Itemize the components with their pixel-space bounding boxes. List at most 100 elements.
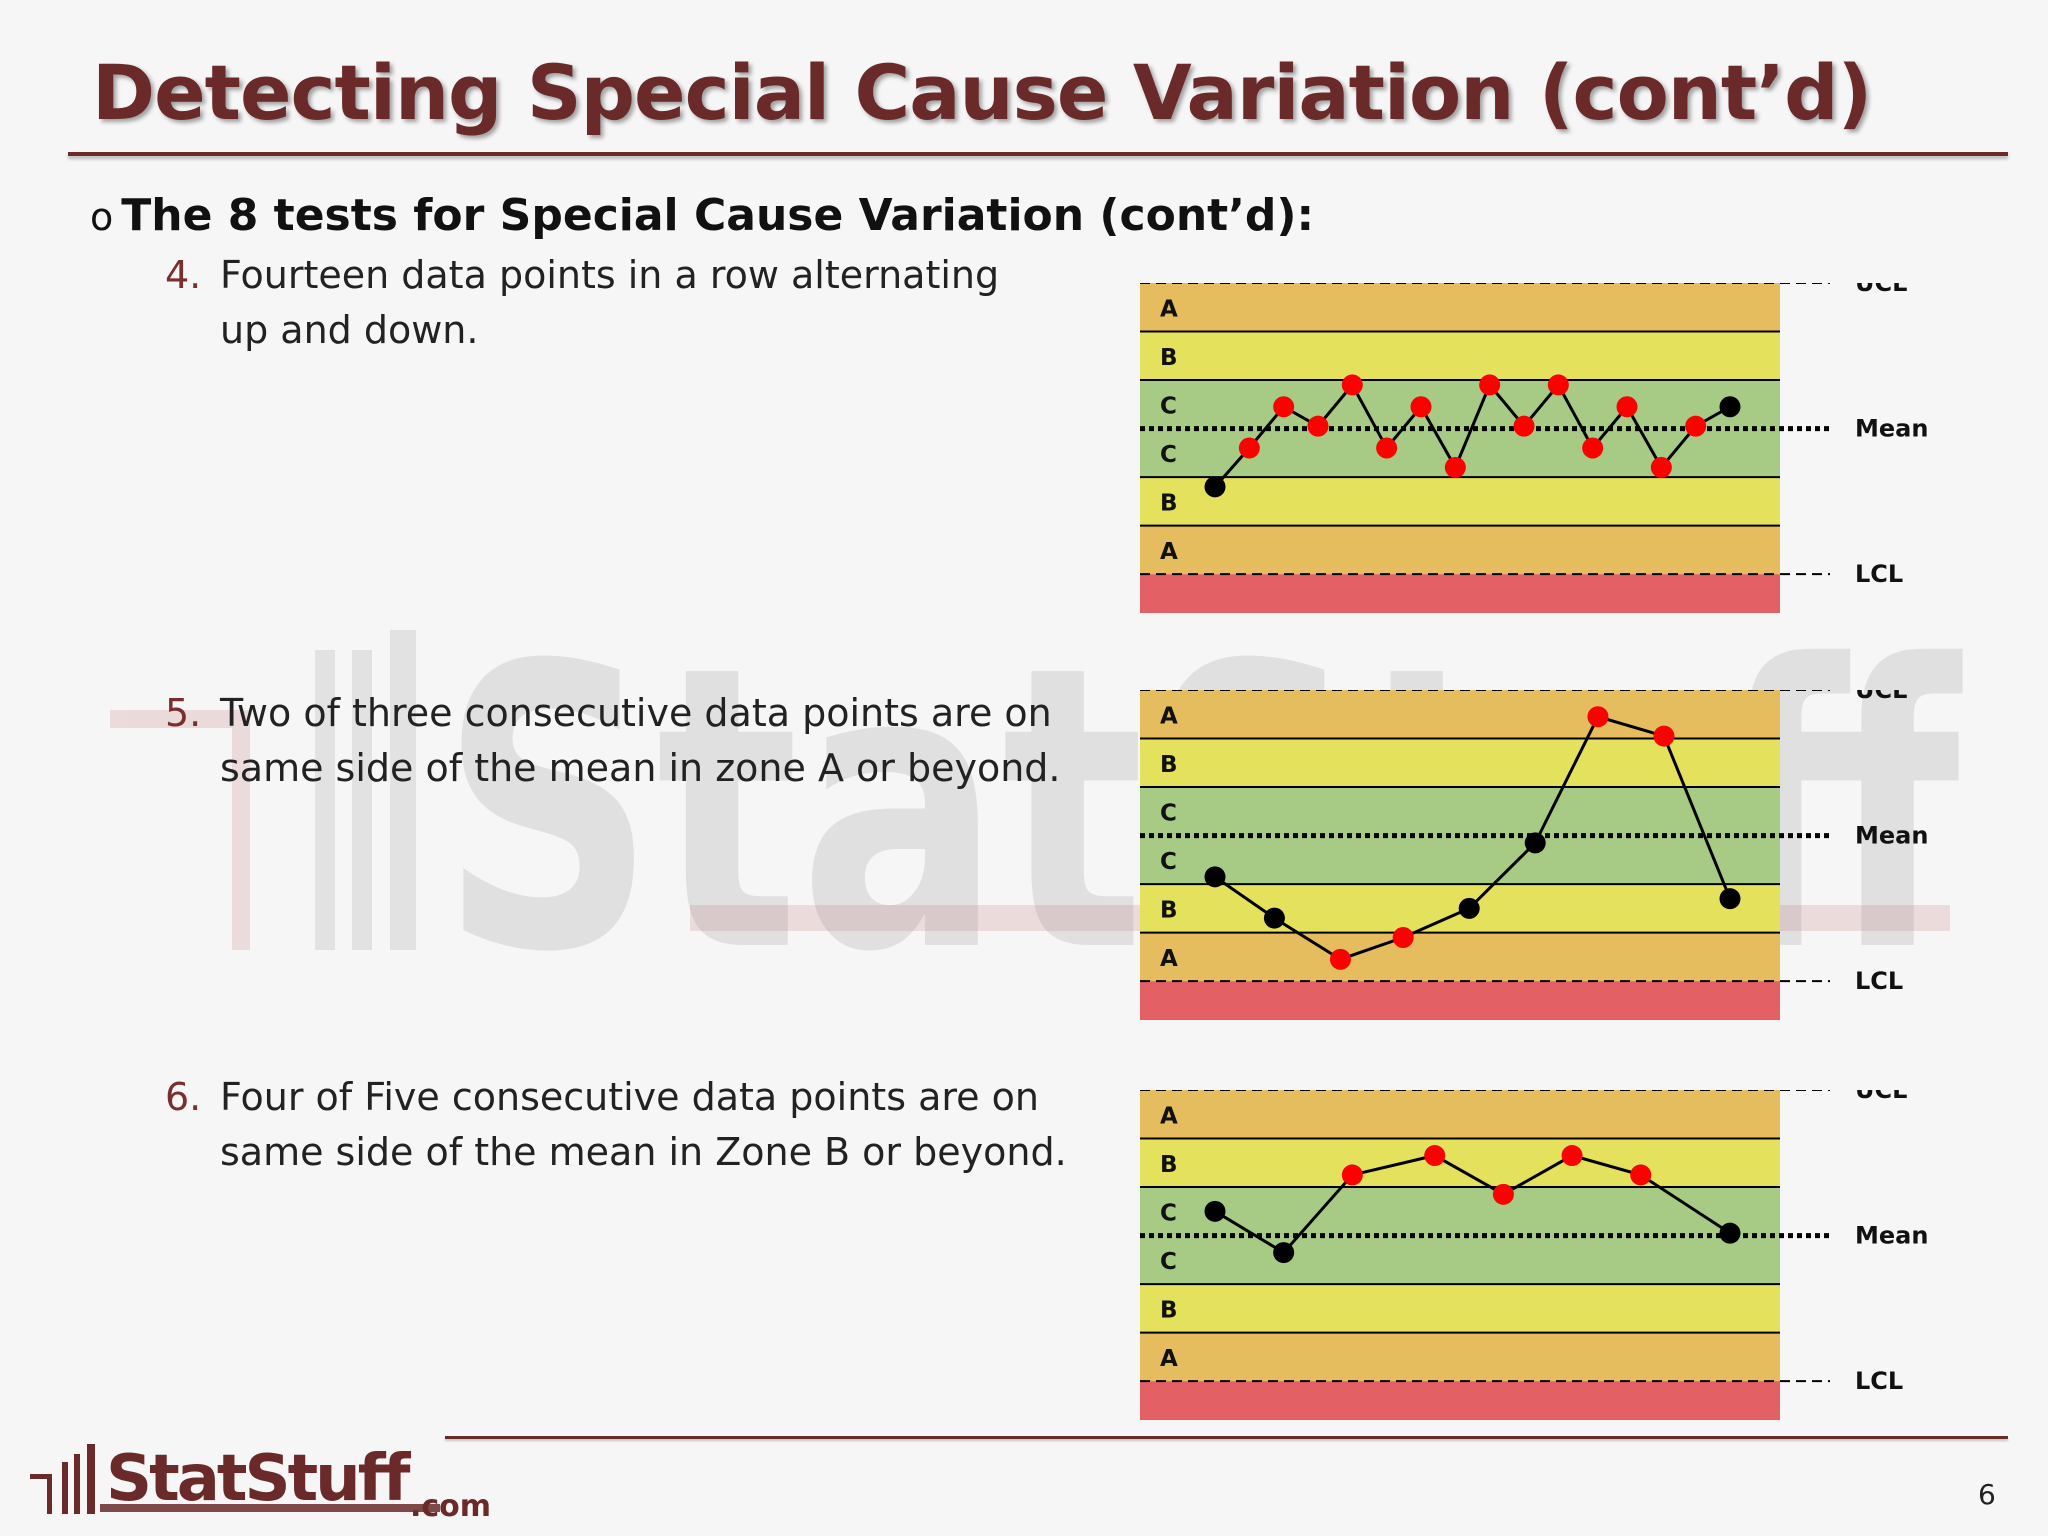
data-point <box>1204 1200 1226 1222</box>
zone-b-upper <box>1140 331 1780 381</box>
bullet-text: The 8 tests for Special Cause Variation … <box>121 190 1315 241</box>
flagged-data-point <box>1341 1164 1363 1186</box>
logo-com: .com <box>410 1489 491 1522</box>
flagged-data-point <box>1238 437 1260 459</box>
flagged-data-point <box>1685 415 1707 437</box>
flagged-data-point <box>1444 456 1466 478</box>
data-point <box>1524 832 1546 854</box>
logo-stuff: Stuff <box>244 1442 411 1516</box>
zone-beyond-lower <box>1140 1381 1780 1420</box>
rule-line-2: same side of the mean in zone A or beyon… <box>220 746 1061 790</box>
zone-b-lower <box>1140 477 1780 526</box>
rule-line-1: Four of Five consecutive data points are… <box>220 1075 1039 1119</box>
flagged-data-point <box>1547 374 1569 396</box>
zone-a-upper <box>1140 690 1780 739</box>
rule-item-5: 5. Two of three consecutive data points a… <box>165 686 1061 796</box>
rule-item-4: 4. Fourteen data points in a row alternat… <box>165 248 999 358</box>
flagged-data-point <box>1630 1164 1652 1186</box>
ucl-label: UCL <box>1855 690 1907 704</box>
flagged-data-point <box>1582 437 1604 459</box>
svg-text:StatStuff: StatStuff <box>106 1442 412 1516</box>
flagged-data-point <box>1650 456 1672 478</box>
statstuff-logo: StatStuff .com <box>30 1442 491 1522</box>
data-series-line <box>1213 382 1731 488</box>
footer-divider <box>445 1436 2008 1439</box>
zone-label-b: B <box>1160 1297 1178 1323</box>
rule-item-6: 6. Four of Five consecutive data points a… <box>165 1070 1067 1180</box>
zone-b-upper <box>1140 738 1780 788</box>
mean-label: Mean <box>1855 1222 1928 1250</box>
zone-label-c: C <box>1160 393 1177 419</box>
flagged-data-point <box>1392 927 1414 948</box>
zone-label-c: C <box>1160 800 1177 826</box>
data-point <box>1458 897 1480 919</box>
zone-a-lower <box>1140 932 1780 982</box>
zone-label-b: B <box>1160 1152 1178 1178</box>
rule-number: 4. <box>165 253 202 297</box>
zone-beyond-lower <box>1140 574 1780 613</box>
data-point <box>1719 396 1741 418</box>
zone-label-a: A <box>1160 296 1178 322</box>
bullet-heading: o The 8 tests for Special Cause Variation… <box>90 190 1314 241</box>
data-point <box>1273 1242 1295 1264</box>
data-point <box>1263 907 1285 929</box>
ucl-label: UCL <box>1855 1090 1907 1104</box>
rule-line-2: up and down. <box>220 308 479 352</box>
rule-number: 6. <box>165 1075 202 1119</box>
flagged-data-point <box>1307 415 1329 437</box>
rule-line-2: same side of the mean in Zone B or beyon… <box>220 1130 1067 1174</box>
lcl-label: LCL <box>1855 967 1903 995</box>
zone-label-a: A <box>1160 1103 1178 1129</box>
bullet-marker: o <box>90 195 114 239</box>
flagged-data-point <box>1410 396 1432 418</box>
flagged-data-point <box>1273 396 1295 418</box>
rule-number: 5. <box>165 691 202 735</box>
zone-label-c: C <box>1160 849 1177 875</box>
data-point <box>1204 866 1226 888</box>
lcl-label: LCL <box>1855 1367 1903 1395</box>
zone-label-a: A <box>1160 1346 1178 1372</box>
flagged-data-point <box>1513 415 1535 437</box>
flagged-data-point <box>1341 374 1363 396</box>
data-point <box>1204 476 1226 498</box>
zone-a-lower <box>1140 525 1780 575</box>
logo-stat: Stat <box>106 1442 247 1516</box>
ucl-label: UCL <box>1855 283 1907 297</box>
flagged-data-point <box>1653 725 1675 747</box>
zone-label-b: B <box>1160 490 1178 516</box>
zone-a-upper <box>1140 283 1780 332</box>
rule-line-1: Fourteen data points in a row alternatin… <box>220 253 1000 297</box>
data-series-line <box>1214 1153 1731 1255</box>
zone-label-c: C <box>1160 442 1177 468</box>
page-number: 6 <box>1978 1478 1996 1511</box>
data-point <box>1719 1222 1741 1244</box>
slide-title: Detecting Special Cause Variation (cont’… <box>92 48 1872 137</box>
zone-beyond-lower <box>1140 981 1780 1020</box>
flagged-data-point <box>1616 396 1638 418</box>
zone-b-lower <box>1140 1284 1780 1333</box>
zone-label-a: A <box>1160 946 1178 972</box>
zone-label-b: B <box>1160 897 1178 923</box>
zone-label-b: B <box>1160 345 1178 371</box>
zone-label-a: A <box>1160 539 1178 565</box>
data-point <box>1719 888 1741 910</box>
mean-label: Mean <box>1855 822 1928 850</box>
zone-label-b: B <box>1160 752 1178 778</box>
flagged-data-point <box>1561 1145 1583 1167</box>
flagged-data-point <box>1329 948 1351 970</box>
lcl-label: LCL <box>1855 560 1903 588</box>
mean-label: Mean <box>1855 415 1928 443</box>
zone-label-c: C <box>1160 1249 1177 1275</box>
rule-line-1: Two of three consecutive data points are… <box>220 691 1052 735</box>
flagged-data-point <box>1587 706 1609 728</box>
title-divider <box>68 152 2008 156</box>
zone-a-lower <box>1140 1332 1780 1382</box>
flagged-data-point <box>1479 374 1501 396</box>
flagged-data-point <box>1376 437 1398 459</box>
zone-label-a: A <box>1160 703 1178 729</box>
zone-label-c: C <box>1160 1200 1177 1226</box>
zone-b-upper <box>1140 1138 1780 1188</box>
